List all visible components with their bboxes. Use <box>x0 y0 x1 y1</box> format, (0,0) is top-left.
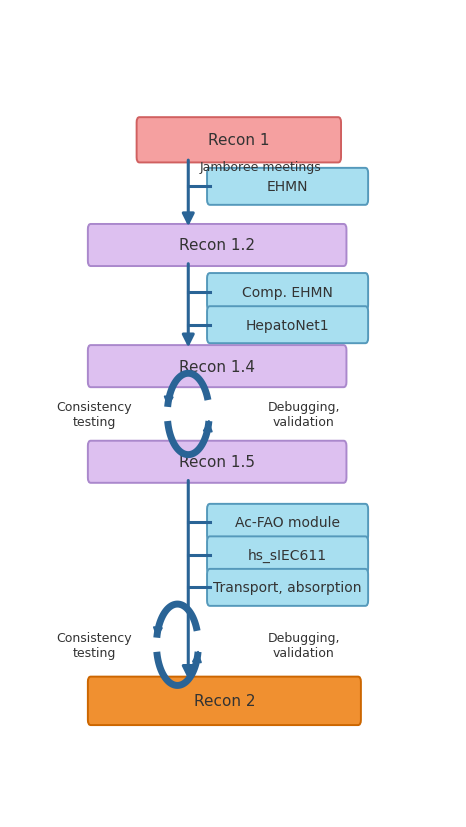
Text: Ac-FAO module: Ac-FAO module <box>235 516 340 530</box>
FancyBboxPatch shape <box>88 441 346 483</box>
FancyBboxPatch shape <box>88 346 346 388</box>
Text: Comp. EHMN: Comp. EHMN <box>242 285 333 299</box>
Text: Recon 1.2: Recon 1.2 <box>179 238 255 253</box>
FancyBboxPatch shape <box>137 118 341 163</box>
Text: hs_sIEC611: hs_sIEC611 <box>248 548 327 562</box>
Text: Recon 1.5: Recon 1.5 <box>179 455 255 470</box>
FancyBboxPatch shape <box>207 169 368 206</box>
FancyBboxPatch shape <box>207 537 368 574</box>
Text: Debugging,
validation: Debugging, validation <box>267 631 340 659</box>
Text: EHMN: EHMN <box>267 180 308 194</box>
Text: Recon 1: Recon 1 <box>208 133 269 148</box>
FancyBboxPatch shape <box>207 274 368 311</box>
Text: HepatoNet1: HepatoNet1 <box>246 318 329 332</box>
Text: Consistency
testing: Consistency testing <box>56 400 132 428</box>
Text: Recon 2: Recon 2 <box>194 694 255 709</box>
Text: Debugging,
validation: Debugging, validation <box>267 400 340 428</box>
Text: Consistency
testing: Consistency testing <box>56 631 132 659</box>
Text: Transport, absorption: Transport, absorption <box>213 581 362 595</box>
Text: Jamboree meetings: Jamboree meetings <box>199 161 322 174</box>
FancyBboxPatch shape <box>88 676 361 725</box>
FancyBboxPatch shape <box>207 307 368 344</box>
FancyBboxPatch shape <box>88 225 346 267</box>
FancyBboxPatch shape <box>207 504 368 541</box>
Text: Recon 1.4: Recon 1.4 <box>179 359 255 374</box>
FancyBboxPatch shape <box>207 569 368 606</box>
